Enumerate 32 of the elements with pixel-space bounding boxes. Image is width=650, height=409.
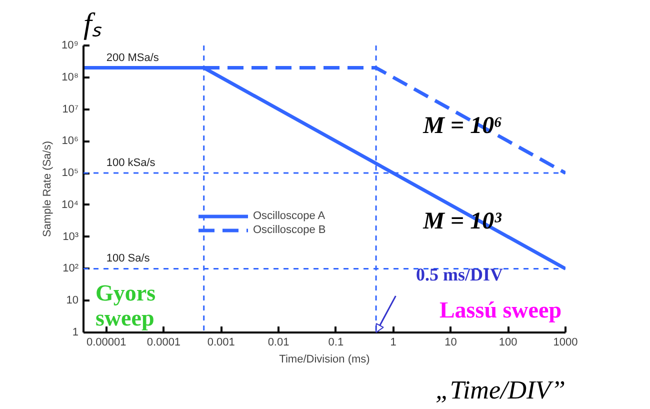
x-tick-label: 0.01 xyxy=(268,336,290,348)
y-tick-label: 10⁶ xyxy=(62,135,78,148)
y-tick-label: 10⁵ xyxy=(62,167,78,180)
y-tick-label: 10⁷ xyxy=(62,103,79,116)
x-tick-label: 1 xyxy=(390,336,396,348)
legend-label: Oscilloscope B xyxy=(253,223,326,237)
y-tick-label: 10³ xyxy=(62,230,79,243)
x-tick-label: 0.00001 xyxy=(86,336,126,348)
annotation: Lassú sweep xyxy=(439,298,562,322)
x-tick-label: 1000 xyxy=(553,336,578,348)
ref-line-label: 100 Sa/s xyxy=(106,252,150,265)
annotation: 0.5 ms/DIV xyxy=(416,264,504,284)
y-tick-label: 1 xyxy=(72,326,79,338)
x-tick-label: 0.0001 xyxy=(146,336,181,348)
y-tick-label: 10 xyxy=(66,294,79,307)
legend-label: Oscilloscope A xyxy=(253,209,326,223)
x-tick-label: 10 xyxy=(444,336,457,348)
annotation: Gyors sweep xyxy=(96,280,156,330)
y-tick-label: 10² xyxy=(62,262,79,275)
ref-line-label: 100 kSa/s xyxy=(106,157,156,170)
y-tick-label: 10⁹ xyxy=(62,40,79,52)
text: fₛ xyxy=(84,8,102,40)
annotation: M = 10⁶ xyxy=(422,112,502,139)
y-tick-label: 10⁴ xyxy=(62,198,79,211)
annotation: 200 MSa/s xyxy=(106,52,160,64)
y-tick-label: 10⁸ xyxy=(62,71,79,84)
x-tick-label: 100 xyxy=(498,336,518,348)
y-axis-title: Sample Rate (Sa/s) xyxy=(42,141,54,237)
text: „Time/DIV” xyxy=(435,376,566,404)
x-axis-title: Time/Division (ms) xyxy=(279,354,370,366)
x-tick-label: 0.1 xyxy=(328,336,344,348)
x-tick-label: 0.001 xyxy=(207,336,235,348)
